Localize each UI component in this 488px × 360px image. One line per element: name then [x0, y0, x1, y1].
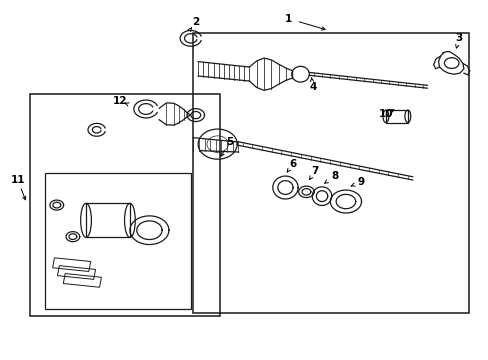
Text: 4: 4 [308, 82, 316, 92]
Bar [63, 274, 101, 287]
Text: 7: 7 [311, 166, 318, 176]
Text: 9: 9 [357, 177, 365, 187]
Text: 1: 1 [284, 14, 291, 24]
Bar [86, 203, 130, 237]
Bar [58, 266, 95, 279]
Text: 12: 12 [113, 96, 127, 106]
Text: 8: 8 [330, 171, 338, 181]
Text: 5: 5 [226, 138, 233, 147]
Text: 10: 10 [378, 109, 392, 119]
Bar [53, 258, 90, 271]
Text: 6: 6 [289, 159, 296, 169]
Text: 2: 2 [192, 17, 199, 27]
Bar [385, 110, 407, 123]
Bar [44, 173, 190, 309]
Bar [193, 33, 468, 313]
Text: 3: 3 [454, 33, 462, 43]
Text: 11: 11 [10, 175, 25, 185]
Bar [30, 94, 220, 316]
